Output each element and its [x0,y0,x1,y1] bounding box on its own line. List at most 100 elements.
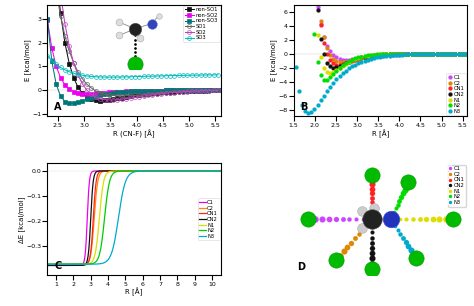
non-SO1 [58,11,64,15]
SO2 [62,22,68,25]
non-SO3 [180,88,186,92]
SO1 [207,89,212,92]
SO1 [158,91,164,95]
Line: N1: N1 [294,0,467,75]
N1 [324,70,330,74]
SO3 [176,74,182,77]
SO2 [119,97,125,101]
N2 [359,55,365,58]
CN2 [45,263,50,267]
CN1 [324,53,330,56]
SO3 [49,59,55,62]
non-SO2 [154,89,160,92]
SO1 [198,89,203,93]
SO3 [198,73,203,77]
SO1 [185,90,191,93]
N3 [305,111,311,115]
non-SO2 [115,90,120,94]
CN1 [459,52,465,55]
non-SO1 [145,92,151,95]
C2 [447,52,452,55]
SO1 [154,92,160,95]
non-SO3 [141,89,146,93]
N3 [148,169,154,173]
SO2 [176,90,182,94]
non-SO1 [88,98,94,101]
SO2 [84,88,90,92]
non-SO1 [80,91,85,95]
SO1 [141,93,146,96]
non-SO1 [71,76,76,80]
non-SO3 [62,100,68,103]
N2 [194,169,200,173]
non-SO2 [62,83,68,87]
SO1 [211,89,217,92]
non-SO2 [101,91,107,95]
non-SO2 [123,90,129,93]
SO3 [62,68,68,72]
non-SO2 [176,88,182,92]
non-SO2 [207,88,212,92]
SO1 [167,91,173,94]
Line: C1: C1 [294,0,467,62]
SO2 [158,92,164,95]
CN1 [337,63,342,66]
non-SO3 [115,91,120,94]
Line: CN1: CN1 [294,0,467,67]
SO3 [71,71,76,75]
N2 [45,262,51,266]
Line: non-SO1: non-SO1 [46,0,220,103]
SO3 [185,73,191,77]
CN1 [202,169,208,173]
Line: C2: C2 [294,0,467,64]
SO2 [202,89,208,93]
non-SO1 [198,89,203,92]
N3 [45,262,51,266]
CN2 [359,56,365,59]
SO2 [110,98,116,102]
Legend: non-SO1, non-SO2, non-SO3, SO1, SO2, SO3: non-SO1, non-SO2, non-SO3, SO1, SO2, SO3 [183,6,219,42]
N2 [202,169,208,173]
SO2 [80,82,85,86]
non-SO1 [207,89,212,92]
N2 [148,169,154,173]
N3 [191,169,196,173]
SO3 [110,75,116,79]
non-SO1 [172,90,177,93]
C2 [45,263,50,267]
C1 [124,169,130,173]
non-SO3 [84,97,90,101]
non-SO1 [84,95,90,99]
N1 [175,169,181,173]
non-SO1 [101,99,107,102]
Line: SO2: SO2 [46,0,220,102]
C1 [334,56,339,59]
CN2 [151,169,157,173]
CN1 [218,169,224,173]
SO2 [154,92,160,96]
N2 [321,78,327,82]
non-SO2 [145,89,151,93]
N1 [147,169,153,173]
Line: non-SO2: non-SO2 [46,18,220,96]
Text: A: A [55,102,62,112]
non-SO3 [137,89,142,93]
C1 [45,263,51,267]
C2 [158,169,164,173]
non-SO2 [198,88,203,92]
C2 [324,46,330,50]
non-SO1 [119,96,125,99]
non-SO3 [93,95,99,98]
CN2 [330,66,336,69]
non-SO3 [145,89,151,92]
non-SO1 [215,88,221,92]
SO3 [163,74,168,78]
N3 [315,103,320,107]
N1 [202,169,208,173]
SO2 [93,95,99,99]
Line: C2: C2 [47,171,221,265]
N1 [218,169,224,173]
C1 [202,169,208,173]
SO3 [180,73,186,77]
non-SO3 [172,88,177,92]
